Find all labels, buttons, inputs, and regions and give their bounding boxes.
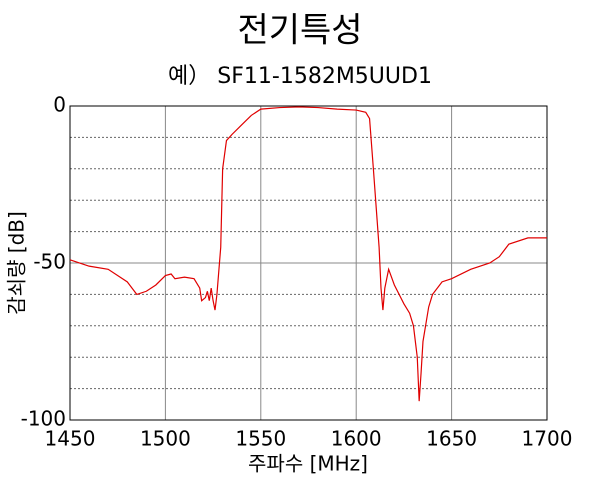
chart-title: 전기특성 [237, 11, 362, 51]
y-tick-label: -50 [33, 250, 66, 274]
data-line [69, 106, 547, 402]
x-tick-label: 1550 [235, 427, 286, 451]
x-tick-label: 1600 [331, 427, 382, 451]
x-tick-label: 1700 [522, 427, 573, 451]
plot-frame [69, 105, 548, 421]
y-axis-label: 감쇠량 [dB] [5, 211, 29, 315]
x-axis-label: 주파수 [MHz] [248, 452, 368, 476]
x-tick-label: 1500 [140, 427, 191, 451]
x-tick-label: 1650 [426, 427, 477, 451]
y-tick-label: -100 [21, 407, 66, 431]
y-tick-label: 0 [53, 93, 66, 117]
x-tick-label: 1450 [45, 427, 96, 451]
chart-subtitle: 예） SF11-1582M5UUD1 [168, 64, 432, 89]
